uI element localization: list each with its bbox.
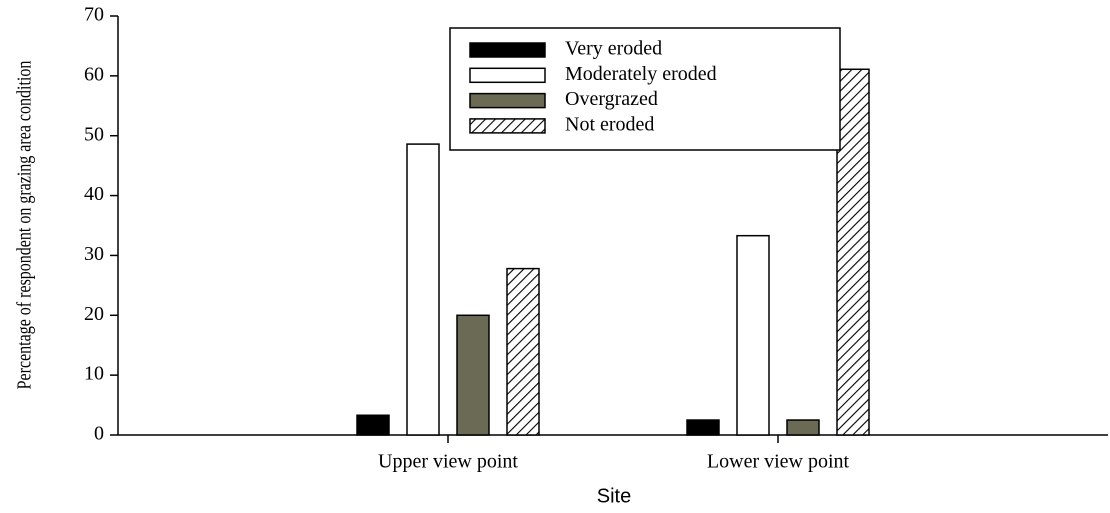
y-tick-label: 0 (94, 423, 104, 445)
x-tick-label: Lower view point (707, 451, 850, 473)
legend-swatch (469, 92, 546, 109)
bar (736, 234, 770, 436)
legend-label: Very eroded (565, 38, 662, 60)
y-tick-label: 30 (84, 243, 104, 265)
bar (456, 314, 490, 436)
legend-swatch (469, 118, 546, 134)
y-tick-label: 60 (84, 63, 104, 85)
y-tick-label: 40 (84, 183, 104, 205)
bar (786, 419, 820, 436)
legend-swatch (469, 42, 546, 58)
legend-label: Not eroded (565, 113, 654, 135)
legend-label: Overgrazed (565, 88, 658, 110)
y-axis-label: Percentage of respondent on grazing area… (13, 61, 35, 390)
x-axis-label: Site (597, 485, 631, 507)
bar (686, 419, 720, 436)
legend-label: Moderately eroded (565, 63, 717, 85)
bar (356, 414, 390, 436)
bar (836, 68, 870, 436)
x-tick-label: Upper view point (378, 451, 518, 473)
y-tick-label: 70 (84, 4, 104, 26)
y-tick-label: 10 (84, 363, 104, 385)
y-tick-label: 20 (84, 303, 104, 325)
y-tick-label: 50 (84, 123, 104, 145)
bar (406, 143, 440, 436)
legend-swatch (469, 67, 546, 84)
bar (506, 267, 540, 436)
